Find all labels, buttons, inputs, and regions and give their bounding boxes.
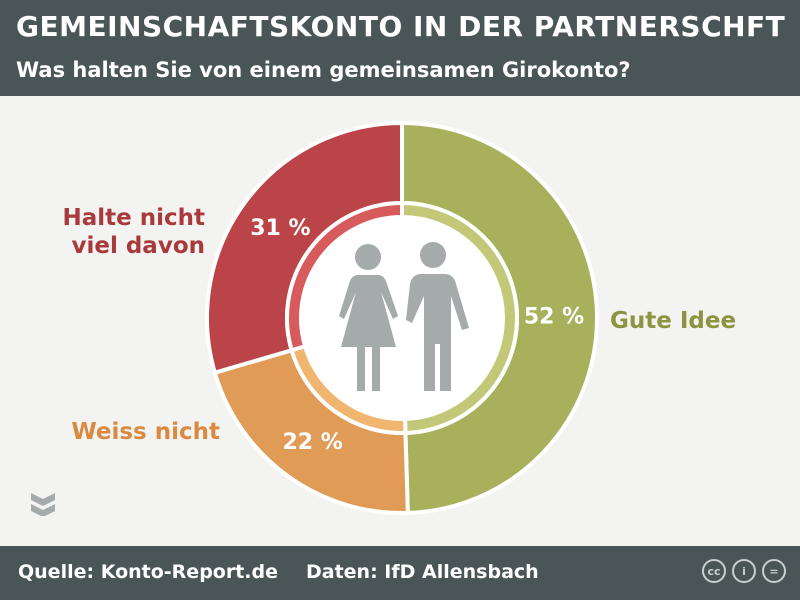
category-label-gute-idee: Gute Idee xyxy=(610,308,736,334)
donut-center xyxy=(301,217,503,419)
couple-icon xyxy=(339,242,469,391)
category-label-line: viel davon xyxy=(71,233,205,259)
value-label-weiss-nicht: 22 % xyxy=(282,430,342,455)
cc-icon: cc xyxy=(702,559,726,583)
chart-title: GEMEINSCHAFTSKONTO IN DER PARTNERSCHFT xyxy=(16,10,786,43)
footer-bar: Quelle: Konto-Report.de Daten: IfD Allen… xyxy=(0,546,800,600)
category-label-line: Weiss nicht xyxy=(71,419,220,445)
license-icons: cc i = xyxy=(702,559,786,583)
nd-icon: = xyxy=(762,559,786,583)
chart-subtitle: Was halten Sie von einem gemeinsamen Gir… xyxy=(16,58,631,82)
by-icon: i xyxy=(732,559,756,583)
donut-chart: 52 % 22 % 31 % Gute Idee Weiss nicht Halte n… xyxy=(62,120,736,515)
value-label-halte-nicht-viel-davon: 31 % xyxy=(250,216,310,241)
value-label-gute-idee: 52 % xyxy=(524,305,584,330)
data-source-text: Daten: IfD Allensbach xyxy=(306,561,539,583)
brand-logo-icon xyxy=(31,493,55,516)
source-text: Quelle: Konto-Report.de xyxy=(18,561,279,583)
category-label-weiss-nicht: Weiss nicht xyxy=(71,419,220,445)
header-bar: GEMEINSCHAFTSKONTO IN DER PARTNERSCHFT W… xyxy=(0,0,800,96)
category-label-line: Halte nicht xyxy=(62,205,205,231)
category-label-line: Gute Idee xyxy=(610,308,736,334)
category-label-halte-nicht-viel-davon: Halte nicht viel davon xyxy=(62,205,205,259)
